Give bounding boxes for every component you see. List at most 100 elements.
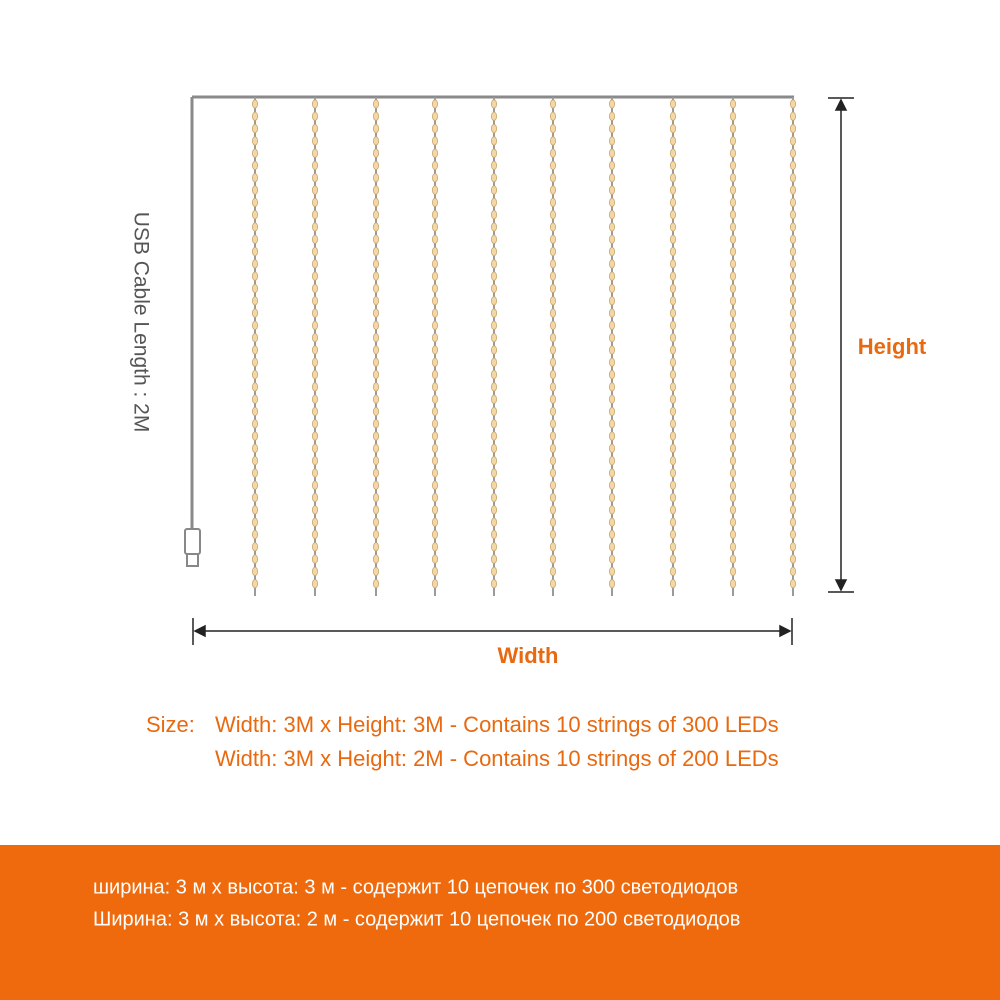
led-bead: [550, 394, 557, 404]
led-bead: [670, 554, 677, 564]
led-bead: [372, 579, 379, 589]
led-bead: [790, 160, 797, 171]
footer-band: [0, 845, 1000, 1000]
led-bead: [490, 382, 497, 392]
led-bead: [251, 308, 258, 318]
led-bead: [372, 382, 379, 392]
led-bead: [790, 111, 797, 121]
size-line: Width: 3M x Height: 2M - Contains 10 str…: [215, 746, 779, 771]
led-bead: [670, 566, 677, 577]
led-bead: [609, 234, 616, 244]
led-bead: [311, 382, 318, 392]
led-bead: [730, 505, 737, 515]
led-bead: [372, 505, 379, 515]
led-bead: [490, 443, 497, 453]
led-bead: [730, 529, 737, 540]
led-bead: [490, 308, 497, 318]
led-bead: [609, 283, 616, 294]
led-bead: [730, 283, 737, 294]
led-bead: [670, 542, 677, 552]
led-bead: [372, 111, 379, 121]
led-bead: [431, 210, 438, 220]
led-bead: [490, 296, 497, 306]
led-bead: [372, 419, 379, 429]
led-bead: [730, 406, 737, 417]
led-bead: [790, 456, 797, 466]
led-bead: [490, 480, 497, 490]
led-bead: [609, 579, 616, 589]
led-bead: [311, 197, 318, 207]
size-line: Width: 3M x Height: 3M - Contains 10 str…: [215, 712, 779, 737]
led-bead: [730, 333, 737, 343]
led-bead: [670, 369, 677, 380]
led-bead: [311, 136, 318, 146]
width-label: Width: [498, 643, 559, 668]
led-bead: [550, 308, 557, 318]
led-bead: [372, 247, 379, 257]
led-bead: [311, 247, 318, 257]
led-bead: [730, 124, 737, 134]
led-bead: [550, 492, 557, 503]
led-bead: [670, 222, 677, 232]
led-bead: [670, 492, 677, 503]
led-bead: [550, 554, 557, 564]
led-bead: [730, 222, 737, 232]
led-bead: [550, 222, 557, 232]
height-arrow: [828, 97, 854, 593]
led-bead: [372, 320, 379, 330]
led-bead: [490, 369, 497, 380]
led-bead: [431, 517, 438, 527]
led-bead: [550, 320, 557, 330]
led-bead: [790, 136, 797, 146]
led-bead: [251, 492, 258, 503]
led-bead: [609, 345, 616, 355]
led-bead: [372, 136, 379, 146]
led-bead: [730, 468, 737, 478]
led-bead: [790, 468, 797, 478]
led-bead: [311, 468, 318, 478]
led-bead: [550, 456, 557, 466]
led-bead: [431, 394, 438, 404]
led-bead: [372, 222, 379, 232]
led-bead: [372, 124, 379, 134]
led-bead: [609, 443, 616, 453]
led-bead: [431, 296, 438, 306]
led-bead: [550, 357, 557, 367]
led-bead: [609, 394, 616, 404]
led-bead: [609, 480, 616, 490]
led-bead: [311, 283, 318, 294]
led-bead: [790, 124, 797, 134]
led-bead: [372, 210, 379, 220]
led-bead: [311, 431, 318, 441]
led-bead: [372, 431, 379, 441]
led-bead: [431, 320, 438, 330]
led-bead: [550, 124, 557, 134]
led-bead: [609, 111, 616, 121]
led-bead: [251, 431, 258, 441]
led-bead: [730, 542, 737, 552]
led-bead: [609, 160, 616, 171]
led-bead: [251, 333, 258, 343]
led-bead: [670, 456, 677, 466]
led-bead: [311, 111, 318, 121]
led-bead: [670, 185, 677, 195]
led-bead: [372, 99, 379, 109]
cable-label: USB Cable Length : 2M: [129, 212, 152, 433]
led-bead: [790, 505, 797, 515]
led-bead: [311, 579, 318, 589]
led-bead: [790, 185, 797, 195]
led-bead: [609, 554, 616, 564]
led-bead: [550, 529, 557, 540]
led-bead: [372, 492, 379, 503]
led-bead: [790, 492, 797, 503]
led-bead: [730, 480, 737, 490]
led-bead: [251, 579, 258, 589]
led-bead: [670, 406, 677, 417]
led-bead: [431, 136, 438, 146]
led-bead: [311, 406, 318, 417]
led-bead: [670, 443, 677, 453]
led-bead: [311, 160, 318, 171]
led-bead: [251, 296, 258, 306]
led-bead: [251, 456, 258, 466]
led-bead: [790, 296, 797, 306]
